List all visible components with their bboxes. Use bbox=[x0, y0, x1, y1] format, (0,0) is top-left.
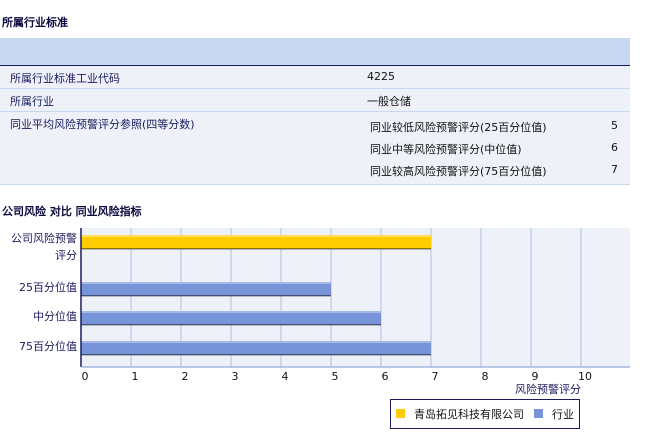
bar bbox=[81, 341, 431, 355]
legend-label: 行业 bbox=[552, 408, 574, 421]
sub-value: 7 bbox=[611, 163, 618, 176]
y-category-label: 75百分位值 bbox=[19, 340, 77, 353]
row-label: 同业平均风险预警评分参照(四等分数) bbox=[10, 118, 195, 131]
table-row: 所属行业 一般仓储 bbox=[0, 89, 630, 112]
x-tick-label: 5 bbox=[331, 370, 339, 383]
x-tick-label: 0 bbox=[81, 370, 89, 383]
y-category-label: 中分位值 bbox=[33, 310, 77, 323]
bar-highlight bbox=[81, 311, 381, 313]
table-row: 同业平均风险预警评分参照(四等分数) 同业较低风险预警评分(25百分位值) 5 … bbox=[0, 112, 630, 185]
row-label: 所属行业 bbox=[10, 95, 54, 108]
bar-highlight bbox=[81, 282, 331, 284]
bar-highlight bbox=[81, 235, 431, 237]
bar-shadow bbox=[81, 354, 431, 356]
x-tick-label: 2 bbox=[181, 370, 189, 383]
x-axis-title: 风险预警评分 bbox=[515, 383, 581, 396]
x-tick-label: 10 bbox=[578, 370, 592, 383]
legend: 青岛拓见科技有限公司 行业 bbox=[390, 399, 580, 429]
x-tick-label: 8 bbox=[481, 370, 489, 383]
bar-shadow bbox=[81, 324, 381, 326]
legend-label: 青岛拓见科技有限公司 bbox=[414, 408, 524, 421]
sub-value: 5 bbox=[611, 119, 618, 132]
bar bbox=[81, 282, 331, 296]
row-label: 所属行业标准工业代码 bbox=[10, 72, 120, 85]
x-tick-label: 9 bbox=[531, 370, 539, 383]
y-category-label: 评分 bbox=[55, 249, 77, 262]
table-row: 所属行业标准工业代码 4225 bbox=[0, 66, 630, 89]
sub-label: 同业较低风险预警评分(25百分位值) bbox=[370, 121, 547, 134]
y-category-label: 公司风险预警 bbox=[11, 232, 77, 245]
row-value: 4225 bbox=[367, 70, 395, 83]
x-tick-label: 1 bbox=[131, 370, 139, 383]
sub-label: 同业中等风险预警评分(中位值) bbox=[370, 143, 522, 156]
chart-title: 公司风险 对比 同业风险指标 bbox=[2, 205, 142, 218]
bar bbox=[81, 311, 381, 325]
x-tick-label: 3 bbox=[231, 370, 239, 383]
bar bbox=[81, 235, 431, 249]
x-tick-label: 7 bbox=[431, 370, 439, 383]
bar-highlight bbox=[81, 341, 431, 343]
sub-label: 同业较高风险预警评分(75百分位值) bbox=[370, 165, 547, 178]
x-tick-label: 4 bbox=[281, 370, 289, 383]
legend-swatch-company bbox=[396, 409, 405, 418]
bar-shadow bbox=[81, 295, 331, 297]
table-header-band bbox=[0, 38, 630, 66]
legend-swatch-industry bbox=[534, 409, 543, 418]
bar-shadow bbox=[81, 248, 431, 250]
row-value: 一般仓储 bbox=[367, 95, 411, 108]
section-title: 所属行业标准 bbox=[2, 16, 68, 29]
y-category-label: 25百分位值 bbox=[19, 281, 77, 294]
x-tick-label: 6 bbox=[381, 370, 389, 383]
sub-value: 6 bbox=[611, 141, 618, 154]
